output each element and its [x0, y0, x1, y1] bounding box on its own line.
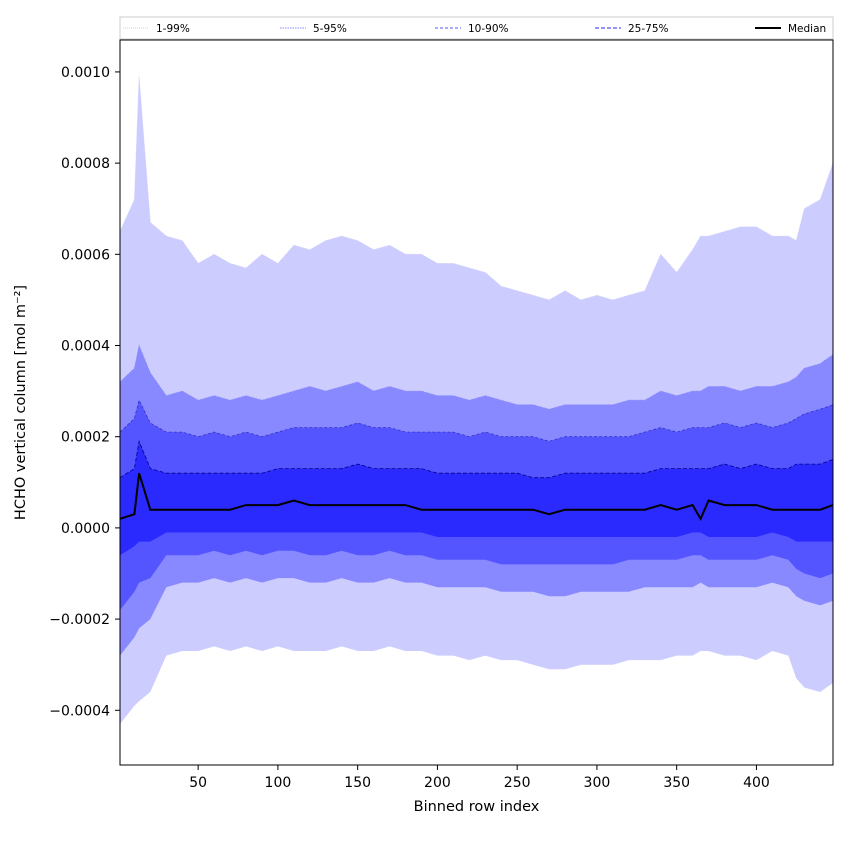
- legend-label: Median: [788, 23, 826, 35]
- x-tick-label: 400: [743, 775, 770, 791]
- legend-label: 25-75%: [628, 23, 669, 35]
- y-tick-label: −0.0004: [49, 703, 110, 719]
- y-tick-label: 0.0000: [61, 521, 110, 537]
- percentile-bands: [120, 76, 833, 724]
- x-tick-label: 350: [663, 775, 690, 791]
- median-line: [120, 472, 833, 522]
- x-tick-label: 100: [265, 775, 292, 791]
- y-tick-label: −0.0002: [49, 612, 110, 628]
- x-tick-label: 250: [504, 775, 531, 791]
- band-5-95-upper-line: [120, 344, 833, 410]
- band-25-75: [120, 441, 833, 556]
- legend-item: 25-75%: [595, 23, 669, 35]
- legend-label: 5-95%: [313, 23, 347, 35]
- x-tick-label: 150: [344, 775, 371, 791]
- legend-item: 10-90%: [435, 23, 509, 35]
- y-tick-label: 0.0010: [61, 65, 110, 81]
- percentile-lines: [120, 76, 833, 522]
- legend: 1-99% 5-95% 10-90% 25-75% Median: [119, 16, 834, 40]
- x-axis-ticks: 50 100 150 200 250 300 350 400: [189, 765, 770, 791]
- y-tick-label: 0.0002: [61, 430, 110, 446]
- band-1-99-upper-line: [120, 76, 833, 301]
- legend-label: 1-99%: [156, 23, 190, 35]
- legend-box: [119, 16, 834, 40]
- legend-item: 5-95%: [280, 23, 347, 35]
- y-axis-ticks: −0.0004 −0.0002 0.0000 0.0002 0.0004 0.0006 0.…: [49, 65, 120, 719]
- x-axis-label: Binned row index: [414, 799, 540, 815]
- y-tick-label: 0.0008: [61, 156, 110, 172]
- legend-item: Median: [755, 23, 826, 35]
- y-tick-label: 0.0004: [61, 339, 110, 355]
- plot-frame: [119, 39, 834, 766]
- legend-item: 1-99%: [123, 23, 190, 35]
- y-axis-label: HCHO vertical column [mol m⁻²]: [13, 285, 29, 520]
- x-tick-label: 300: [584, 775, 611, 791]
- x-tick-label: 50: [189, 775, 207, 791]
- x-tick-label: 200: [424, 775, 451, 791]
- y-tick-label: 0.0006: [61, 247, 110, 263]
- legend-label: 10-90%: [468, 23, 509, 35]
- band-25-75-upper-line: [120, 439, 833, 479]
